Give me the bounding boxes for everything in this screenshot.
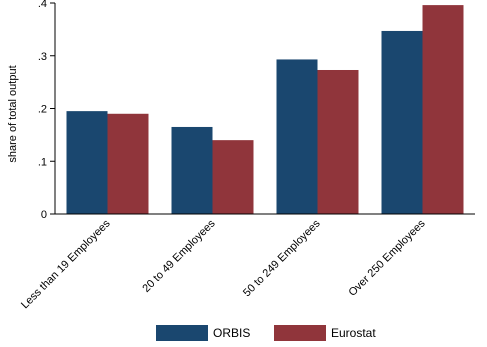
y-tick-label: 0	[41, 209, 47, 221]
y-tick-label: .1	[38, 156, 47, 168]
bars-layer	[66, 5, 464, 215]
legend-label-eurostat: Eurostat	[331, 326, 376, 340]
bar-eurostat-1	[212, 140, 254, 214]
legend-swatch-eurostat	[274, 325, 326, 341]
bar-orbis-3	[381, 30, 423, 214]
bar-eurostat-3	[422, 5, 464, 214]
bar-orbis-1	[171, 126, 213, 214]
legend-swatch-orbis	[156, 325, 208, 341]
legend: ORBIS Eurostat	[156, 325, 376, 341]
bar-orbis-2	[276, 59, 318, 214]
bar-orbis-0	[66, 111, 108, 214]
bar-eurostat-0	[107, 113, 149, 214]
y-tick-label: .3	[38, 51, 47, 63]
x-tick-label: 20 to 49 Employees	[140, 217, 218, 295]
y-ticks: 0 .1 .2 .3 .4	[38, 0, 55, 221]
y-axis-title: share of total output	[7, 65, 19, 162]
x-ticks: Less than 19 Employees 20 to 49 Employees…	[19, 217, 428, 311]
bar-eurostat-2	[317, 69, 359, 215]
y-tick-label: .2	[38, 104, 47, 116]
x-tick-label: Less than 19 Employees	[19, 217, 113, 311]
x-tick-label: 50 to 249 Employees	[241, 217, 323, 299]
legend-label-orbis: ORBIS	[213, 326, 250, 340]
y-tick-label: .4	[38, 0, 47, 10]
x-tick-label: Over 250 Employees	[347, 217, 428, 298]
